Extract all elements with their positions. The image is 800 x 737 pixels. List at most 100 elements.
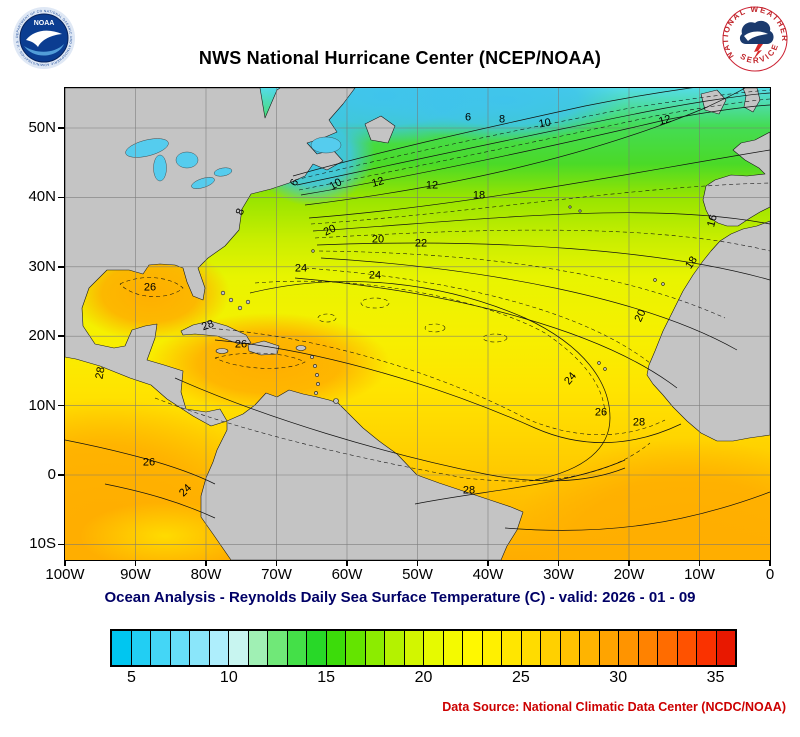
colorbar-segment [560,631,580,665]
x-tick-mark [275,560,278,566]
sst-map [65,88,770,560]
land-cape-verde [597,361,607,371]
data-source: Data Source: National Climatic Data Cent… [442,700,786,714]
colorbar-segment [521,631,541,665]
land-bermuda [311,249,315,253]
gulf-of-st-lawrence [310,136,342,154]
x-tick-mark [416,560,419,566]
colorbar-segment [658,631,678,665]
x-tick-mark [134,560,137,566]
colorbar-segment [365,631,385,665]
colorbar-segment [131,631,151,665]
x-tick-mark [628,560,630,566]
y-tick-label: 0 [47,466,56,483]
isotherm-contours-dashed [119,89,770,482]
noaa-gull-icon [26,30,62,47]
colorbar-segment [307,631,327,665]
colorbar-segment [580,631,600,665]
colorbar-segment [541,631,561,665]
x-tick-mark [205,560,207,566]
lake-huron [175,151,199,169]
page-title: NWS National Hurricane Center (NCEP/NOAA… [198,48,602,68]
x-tick-mark [698,560,701,566]
colorbar-segment [287,631,307,665]
y-tick-label: 50N [28,119,56,136]
colorbar-tick-label: 10 [219,669,238,686]
land-canary-islands [653,278,665,286]
x-tick-mark [487,560,489,566]
x-tick-label: 70W [261,566,292,583]
colorbar-tick-label: 25 [511,669,530,686]
colorbar-segment [248,631,268,665]
x-tick-label: 90W [120,566,151,583]
nws-lightning-icon [753,44,763,60]
colorbar-tick-label: 20 [414,669,433,686]
colorbar-segment [385,631,405,665]
colorbar-tick-label: 30 [609,669,628,686]
colorbar-segment [599,631,619,665]
colorbar-tick-label: 15 [317,669,336,686]
land-hispaniola [247,340,280,356]
x-tick-label: 40W [472,566,504,583]
land-bahamas [220,290,251,311]
x-tick-mark [346,560,348,566]
lake-ontario [213,167,233,177]
noaa-wave-icon [24,44,64,56]
colorbar-segment [716,631,735,665]
colorbar-segment [326,631,346,665]
x-tick-label: 80W [190,566,222,583]
land-africa [646,220,770,442]
y-tick-label: 10N [28,396,56,414]
colorbar-segment [268,631,288,665]
x-tick-label: 10W [684,566,715,583]
y-tick-mark [58,196,64,199]
temperature-colorbar [110,629,737,667]
y-tick-label: 30N [28,257,56,275]
x-tick-mark [557,560,560,566]
x-tick-label: 30W [543,566,574,583]
colorbar-segment [677,631,697,665]
x-tick-label: 20W [613,566,645,583]
colorbar-segment [190,631,210,665]
x-tick-label: 0 [765,566,775,583]
y-tick-label: 20N [28,327,56,345]
graticule [65,88,770,560]
colorbar-segment [424,631,444,665]
noaa-logo: NATIONAL OCEANIC AND ATMOSPHERIC ADMINIS… [12,6,75,69]
land-lesser-antilles [310,355,339,404]
colorbar-segment [346,631,366,665]
noaa-label: NOAA [34,20,55,27]
land-cuba [180,320,252,345]
colorbar-segment [404,631,424,665]
land-iberia-france [702,131,770,227]
lake-michigan [153,154,167,182]
y-tick-mark [58,266,64,268]
colorbar-segment [638,631,658,665]
colorbar-segment [463,631,483,665]
x-tick-mark [64,560,66,566]
colorbar-segment [697,631,717,665]
colorbar-segment [170,631,190,665]
y-tick-mark [58,474,64,476]
land-azores [568,205,582,213]
colorbar-segment [619,631,639,665]
y-tick-label: 10S [29,535,56,553]
x-tick-label: 50W [402,566,433,583]
isotherm-contours [65,88,770,531]
y-tick-mark [58,127,64,129]
map-caption: Ocean Analysis - Reynolds Daily Sea Surf… [104,589,696,606]
y-tick-mark [58,543,64,546]
land-puerto-rico [295,345,307,351]
colorbar-tick-label: 35 [706,669,725,686]
inland-water [125,136,342,189]
land-newfoundland [364,115,396,144]
nws-gull-icon [744,31,768,41]
y-tick-mark [58,335,64,337]
colorbar-tick-label: 5 [127,669,136,686]
colorbar-segment [151,631,171,665]
colorbar-tick-labels: 5 10 15 20 25 30 35 [112,669,735,691]
colorbar-segment [502,631,522,665]
colorbar-segment [443,631,463,665]
y-tick-mark [58,404,64,407]
x-tick-label: 60W [331,566,363,583]
